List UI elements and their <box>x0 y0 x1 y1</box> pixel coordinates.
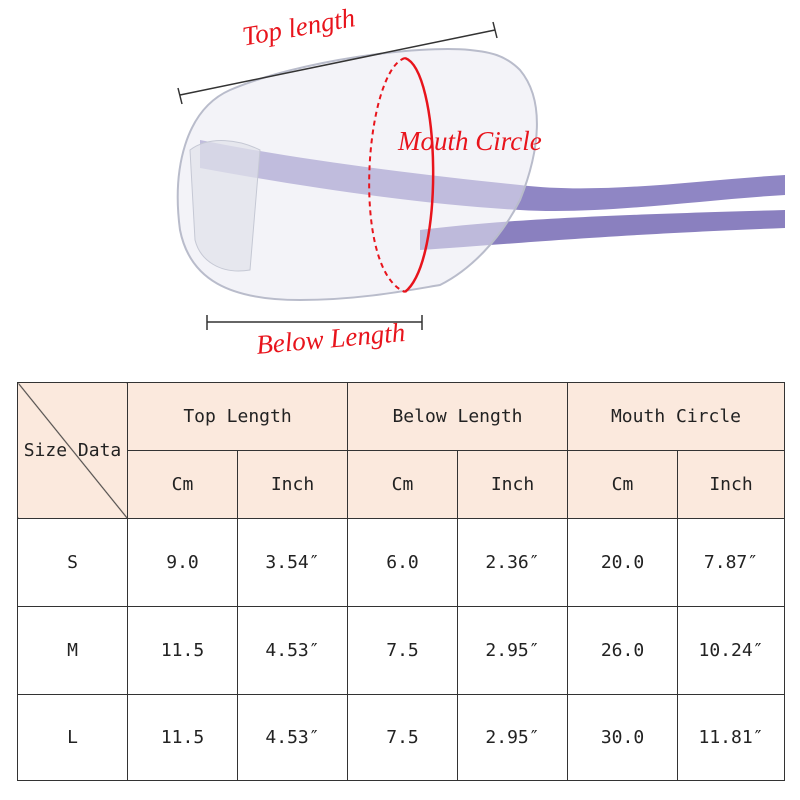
value-cell: 3.54″ <box>237 518 348 607</box>
unit-header: Inch <box>677 450 785 519</box>
value-cell: 4.53″ <box>237 694 348 781</box>
unit-header: Cm <box>347 450 458 519</box>
value-cell: 9.0 <box>127 518 238 607</box>
group-header: Below Length <box>347 382 568 451</box>
below-length-line <box>206 315 423 330</box>
size-cell: S <box>17 518 128 607</box>
value-cell: 2.95″ <box>457 606 568 695</box>
value-cell: 7.5 <box>347 694 458 781</box>
value-cell: 11.5 <box>127 606 238 695</box>
unit-header: Inch <box>237 450 348 519</box>
mouth-circle-label: Mouth Circle <box>398 126 542 156</box>
unit-header: Cm <box>127 450 238 519</box>
value-cell: 7.5 <box>347 606 458 695</box>
value-cell: 20.0 <box>567 518 678 607</box>
value-cell: 2.95″ <box>457 694 568 781</box>
corner-header: Size Data <box>17 382 128 519</box>
value-cell: 6.0 <box>347 518 458 607</box>
corner-label: Size Data <box>23 440 122 461</box>
strap <box>200 140 785 212</box>
value-cell: 2.36″ <box>457 518 568 607</box>
size-table: Size Data Top Length Below Length Mouth … <box>17 382 785 781</box>
size-cell: L <box>17 694 128 781</box>
unit-header: Cm <box>567 450 678 519</box>
value-cell: 10.24″ <box>677 606 785 695</box>
size-cell: M <box>17 606 128 695</box>
unit-header: Inch <box>457 450 568 519</box>
mouth-circle-back <box>368 57 406 293</box>
value-cell: 11.81″ <box>677 694 785 781</box>
table-row: L 11.5 4.53″ 7.5 2.95″ 30.0 11.81″ <box>17 694 785 781</box>
group-header: Mouth Circle <box>567 382 785 451</box>
value-cell: 30.0 <box>567 694 678 781</box>
value-cell: 4.53″ <box>237 606 348 695</box>
value-cell: 11.5 <box>127 694 238 781</box>
top-length-line <box>177 21 498 105</box>
group-header: Top Length <box>127 382 348 451</box>
muzzle-shell <box>176 48 538 302</box>
mouth-circle-front <box>404 56 435 293</box>
value-cell: 26.0 <box>567 606 678 695</box>
table-row: M 11.5 4.53″ 7.5 2.95″ 26.0 10.24″ <box>17 606 785 695</box>
value-cell: 7.87″ <box>677 518 785 607</box>
table-row: S 9.0 3.54″ 6.0 2.36″ 20.0 7.87″ <box>17 518 785 607</box>
muzzle-product-image <box>176 21 785 330</box>
